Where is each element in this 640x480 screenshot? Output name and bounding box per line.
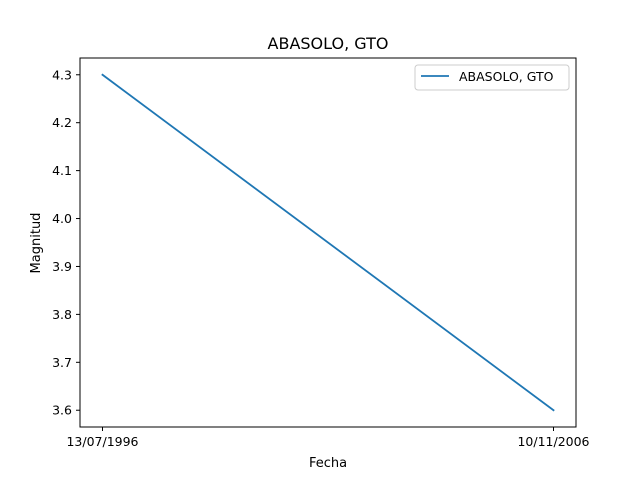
x-tick-label: 10/11/2006: [517, 434, 589, 449]
series-line-abasolo: [101, 73, 555, 412]
y-tick-label: 3.9: [52, 259, 72, 274]
y-tick-label: 4.2: [52, 115, 72, 130]
y-tick-label: 4.0: [52, 211, 72, 226]
y-tick-label: 3.6: [52, 403, 72, 418]
series-layer: [101, 73, 555, 412]
y-tick-label: 4.3: [52, 67, 72, 82]
plot-frame: [79, 57, 577, 428]
y-tick-label: 3.7: [52, 355, 72, 370]
legend: ABASOLO, GTO: [414, 64, 570, 91]
y-axis-label: Magnitud: [29, 213, 44, 274]
chart-title: ABASOLO, GTO: [268, 34, 389, 53]
y-tick-label: 4.1: [52, 163, 72, 178]
x-axis-label: Fecha: [309, 456, 347, 471]
y-axis-ticks: 3.6 3.7 3.8 3.9 4.0 4.1 4.2 4.3: [52, 67, 80, 418]
y-tick-label: 3.8: [52, 307, 72, 322]
x-tick-label: 13/07/1996: [66, 434, 138, 449]
legend-frame: [414, 64, 570, 91]
legend-label-abasolo: ABASOLO, GTO: [459, 69, 554, 84]
x-axis-ticks: 13/07/1996 10/11/2006: [66, 427, 590, 449]
